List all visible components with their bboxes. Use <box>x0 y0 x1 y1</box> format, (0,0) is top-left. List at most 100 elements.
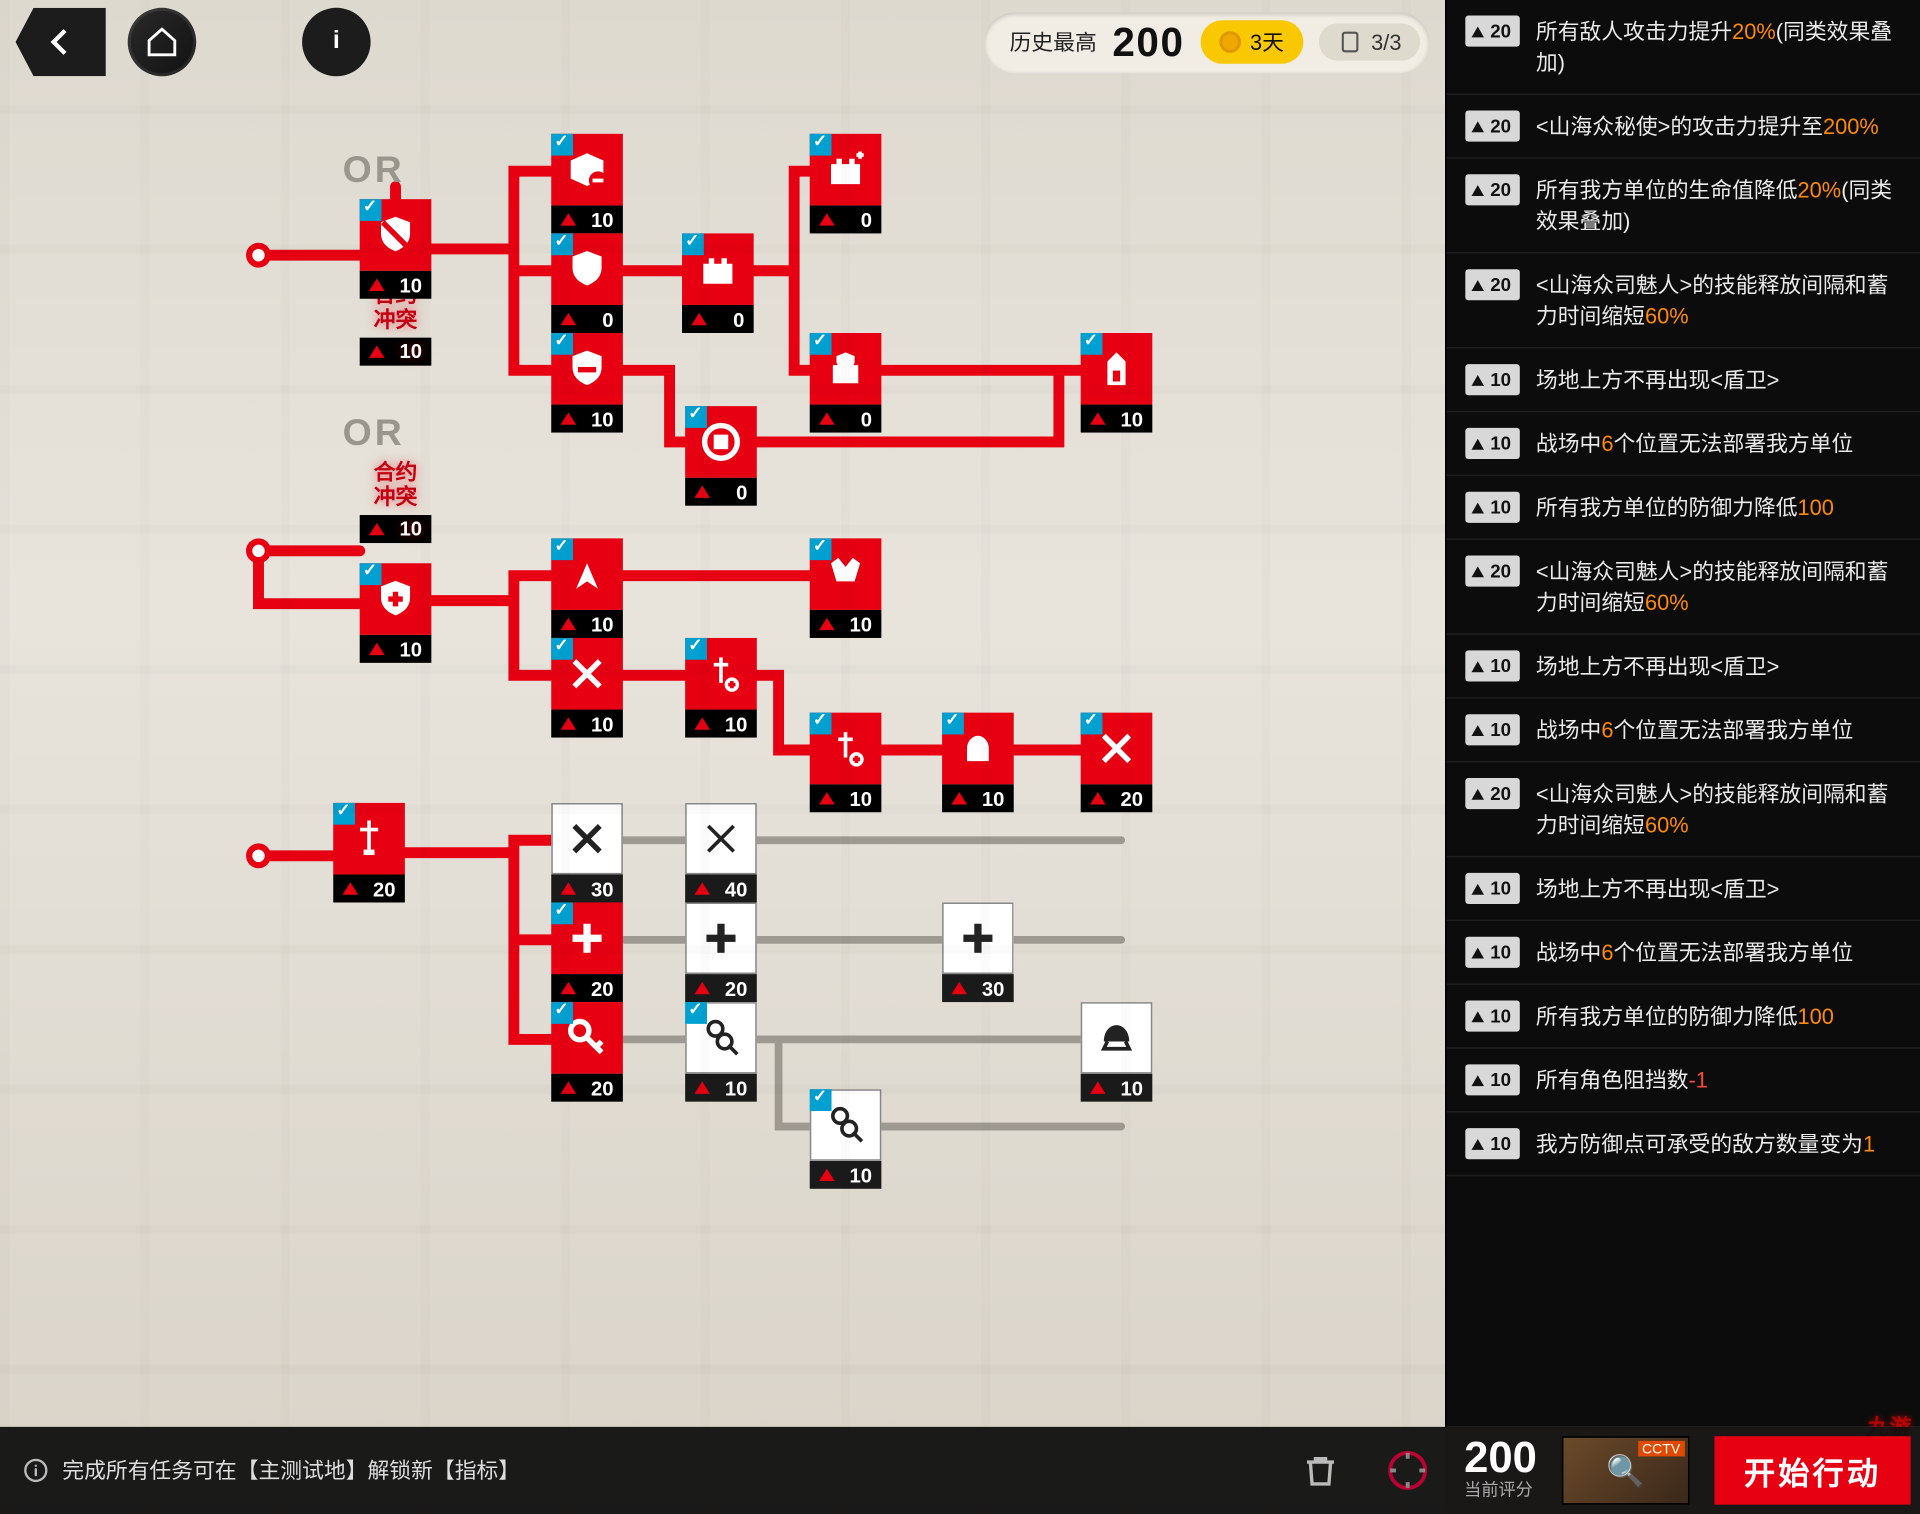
edge-layer <box>0 0 1445 1514</box>
effect-item[interactable]: 20 所有我方单位的生命值降低20%(同类效果叠加) <box>1447 159 1920 254</box>
skill-node[interactable]: 10 <box>810 538 882 638</box>
effect-item[interactable]: 10 战场中6个位置无法部署我方单位 <box>1447 921 1920 985</box>
contract-conflict: 合约冲突10 <box>360 459 432 543</box>
branch-origin <box>246 243 271 268</box>
skill-node[interactable]: 0 <box>551 233 623 333</box>
back-button[interactable] <box>16 8 106 76</box>
effect-value-badge: 20 <box>1465 174 1520 205</box>
trash-button[interactable] <box>1290 1439 1352 1501</box>
skill-node[interactable]: 20 <box>1081 713 1153 813</box>
effect-item[interactable]: 20<山海众司魅人>的技能释放间隔和蓄力时间缩短60% <box>1447 254 1920 349</box>
effect-item[interactable]: 10 我方防御点可承受的敌方数量变为1 <box>1447 1113 1920 1177</box>
skill-node[interactable]: 10 <box>810 1089 882 1189</box>
skill-node[interactable]: 10 <box>810 713 882 813</box>
compass-icon <box>1377 1439 1439 1501</box>
skill-node[interactable]: 10 <box>942 713 1014 813</box>
skill-node[interactable]: 10 <box>551 638 623 738</box>
effect-item[interactable]: 10 所有我方单位的防御力降低100 <box>1447 985 1920 1049</box>
search-icon: 🔍 <box>1563 1438 1688 1503</box>
skill-node[interactable]: 10 <box>360 199 432 299</box>
effect-text: 场地上方不再出现<盾卫> <box>1536 364 1779 395</box>
effect-text: <山海众秘使>的攻击力提升至200% <box>1536 110 1879 141</box>
skill-node[interactable]: 0 <box>810 333 882 433</box>
effect-text: <山海众司魅人>的技能释放间隔和蓄力时间缩短60% <box>1536 778 1901 840</box>
effect-text: 战场中6个位置无法部署我方单位 <box>1536 937 1853 968</box>
effect-item[interactable]: 20 <山海众司魅人>的技能释放间隔和蓄力时间缩短60% <box>1447 540 1920 635</box>
effect-value-badge: 10 <box>1465 937 1520 968</box>
effect-value-badge: 10 <box>1465 1064 1520 1095</box>
info-button[interactable]: i <box>302 8 371 76</box>
effect-value-badge: 20 <box>1465 16 1520 47</box>
skill-node[interactable]: 0 <box>810 134 882 234</box>
effect-text: 所有我方单位的生命值降低20%(同类效果叠加) <box>1536 174 1901 236</box>
effect-item[interactable]: 20 <山海众秘使>的攻击力提升至200% <box>1447 95 1920 159</box>
effect-item[interactable]: 10 战场中6个位置无法部署我方单位 <box>1447 412 1920 476</box>
effect-item[interactable]: 10 场地上方不再出现<盾卫> <box>1447 635 1920 699</box>
skill-node[interactable]: 20 <box>551 1002 623 1102</box>
skill-node[interactable]: 0 <box>682 233 754 333</box>
skill-node[interactable]: 10 <box>551 333 623 433</box>
start-button[interactable]: 开始行动 <box>1714 1436 1910 1504</box>
effect-text: 所有角色阻挡数-1 <box>1536 1064 1708 1095</box>
effect-item[interactable]: 10 战场中6个位置无法部署我方单位 <box>1447 699 1920 763</box>
effect-text: 场地上方不再出现<盾卫> <box>1536 650 1779 681</box>
skill-node[interactable]: 30 <box>942 902 1014 1002</box>
skill-node[interactable]: 10 <box>1081 333 1153 433</box>
effect-value-badge: 20 <box>1465 110 1520 141</box>
skill-node[interactable]: 40 <box>685 803 757 903</box>
branch-origin <box>246 843 271 868</box>
effect-text: 场地上方不再出现<盾卫> <box>1536 873 1779 904</box>
effect-text: 所有我方单位的防御力降低100 <box>1536 1001 1834 1032</box>
skill-node[interactable]: 30 <box>551 803 623 903</box>
effect-item[interactable]: 10 所有我方单位的防御力降低100 <box>1447 476 1920 540</box>
effect-item[interactable]: 10 场地上方不再出现<盾卫> <box>1447 349 1920 413</box>
effect-text: 所有我方单位的防御力降低100 <box>1536 492 1834 523</box>
effect-text: <山海众司魅人>的技能释放间隔和蓄力时间缩短60% <box>1536 555 1901 617</box>
skill-node[interactable]: 0 <box>685 406 757 506</box>
effect-value-badge: 10 <box>1465 364 1520 395</box>
effect-value-badge: 20 <box>1465 555 1520 586</box>
effect-value-badge: 10 <box>1465 492 1520 523</box>
branch-origin <box>246 538 271 563</box>
skill-node[interactable]: 10 <box>360 563 432 663</box>
history-label: 历史最高 <box>1010 26 1097 57</box>
effect-value-badge: 10 <box>1465 650 1520 681</box>
top-bar: i 历史最高 200 3天 3/3 <box>0 0 1445 84</box>
bottom-tip: 完成所有任务可在【主测试地】解锁新【指标】 <box>0 1455 542 1486</box>
current-score: 200 当前评分 <box>1464 1439 1537 1501</box>
map-preview[interactable]: CCTV 🔍 <box>1562 1436 1690 1504</box>
effect-text: 我方防御点可承受的敌方数量变为1 <box>1536 1128 1875 1159</box>
effect-text: 所有敌人攻击力提升20%(同类效果叠加) <box>1536 16 1901 78</box>
home-button[interactable] <box>128 8 197 76</box>
effect-item[interactable]: 20 所有敌人攻击力提升20%(同类效果叠加) <box>1447 0 1920 95</box>
skill-node[interactable]: 10 <box>1081 1002 1153 1102</box>
skill-node[interactable]: 10 <box>551 538 623 638</box>
effect-value-badge: 10 <box>1465 428 1520 459</box>
effect-text: 战场中6个位置无法部署我方单位 <box>1536 428 1853 459</box>
effect-value-badge: 10 <box>1465 873 1520 904</box>
effect-value-badge: 10 <box>1465 1128 1520 1159</box>
bottom-bar: 完成所有任务可在【主测试地】解锁新【指标】 200 当前评分 CCTV 🔍 开始… <box>0 1427 1920 1514</box>
effects-list[interactable]: 20 所有敌人攻击力提升20%(同类效果叠加) 20 <山海众秘使>的攻击力提升至20… <box>1445 0 1920 1427</box>
skill-node[interactable]: 20 <box>551 902 623 1002</box>
top-stats: 历史最高 200 3天 3/3 <box>985 12 1430 73</box>
effect-text: 战场中6个位置无法部署我方单位 <box>1536 714 1853 745</box>
skill-node[interactable]: 10 <box>551 134 623 234</box>
effect-value-badge: 10 <box>1465 714 1520 745</box>
contract-conflict: 合约冲突10 <box>360 282 432 366</box>
skill-node[interactable]: 20 <box>685 902 757 1002</box>
effect-item[interactable]: 10 所有角色阻挡数-1 <box>1447 1049 1920 1113</box>
effect-text: <山海众司魅人>的技能释放间隔和蓄力时间缩短60% <box>1536 269 1901 331</box>
skill-node[interactable]: 20 <box>333 803 405 903</box>
days-chip: 3天 <box>1200 20 1302 64</box>
effect-value-badge: 20 <box>1465 778 1520 809</box>
effect-item[interactable]: 20 <山海众司魅人>的技能释放间隔和蓄力时间缩短60% <box>1447 762 1920 857</box>
skill-node[interactable]: 10 <box>685 1002 757 1102</box>
effect-value-badge: 10 <box>1465 1001 1520 1032</box>
history-value: 200 <box>1112 18 1184 66</box>
effect-item[interactable]: 10 场地上方不再出现<盾卫> <box>1447 857 1920 921</box>
or-label: OR <box>343 149 405 193</box>
skill-tree-canvas[interactable]: OROR合约冲突10合约冲突10101010010000010101010101… <box>0 0 1445 1514</box>
tasks-chip[interactable]: 3/3 <box>1318 23 1420 60</box>
skill-node[interactable]: 10 <box>685 638 757 738</box>
